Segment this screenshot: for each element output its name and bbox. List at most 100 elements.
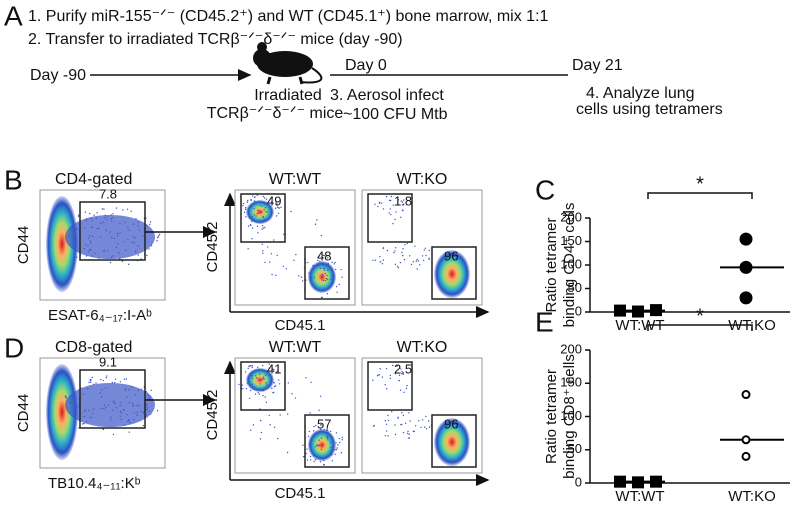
event-dot [278, 206, 280, 209]
event-dot [324, 267, 326, 270]
event-dot [268, 261, 271, 263]
gate-box [79, 369, 146, 429]
event-dot [120, 418, 122, 421]
event-dot [257, 391, 259, 394]
event-dot [277, 437, 279, 440]
event-dot [251, 195, 254, 197]
event-dot [259, 419, 262, 422]
event-dot [261, 243, 263, 245]
event-dot [425, 428, 428, 430]
event-dot [389, 208, 391, 210]
event-dot [248, 397, 251, 400]
event-dot [257, 209, 259, 212]
event-dot [327, 431, 329, 433]
event-dot [408, 437, 411, 439]
event-dot [133, 412, 135, 414]
event-dot [320, 448, 323, 451]
event-dot [101, 389, 103, 391]
event-dot [317, 444, 319, 446]
event-dot [275, 371, 278, 374]
event-dot [412, 261, 414, 263]
event-dot [246, 382, 249, 385]
event-dot [391, 410, 393, 413]
event-dot [92, 412, 94, 415]
event-dot [110, 256, 113, 258]
event-dot [127, 263, 130, 266]
event-dot [402, 254, 404, 257]
event-dot [317, 263, 319, 265]
event-dot [119, 232, 121, 234]
event-dot [142, 412, 145, 414]
significance-bracket [647, 324, 753, 331]
event-dot [243, 211, 246, 213]
event-dot [89, 379, 92, 382]
event-dot [128, 419, 130, 422]
event-dot [384, 384, 386, 386]
event-dot [315, 424, 317, 427]
density-blob [246, 200, 274, 224]
event-dot [119, 381, 122, 383]
event-dot [138, 404, 140, 407]
event-dot [146, 406, 148, 408]
event-dot [253, 208, 256, 210]
density-blob [434, 250, 470, 298]
event-dot [379, 261, 382, 263]
data-point [632, 305, 644, 318]
x-tick-label: WT:WT [615, 317, 664, 334]
event-dot [242, 388, 244, 390]
x-tick-label: WT:KO [728, 488, 776, 505]
timeline-label: ~100 CFU Mtb [343, 106, 448, 123]
event-dot [397, 267, 400, 269]
event-dot [120, 401, 123, 404]
event-dot [398, 379, 401, 382]
event-dot [100, 236, 102, 238]
event-dot [156, 409, 159, 412]
event-dot [300, 276, 303, 278]
event-dot [261, 205, 263, 208]
event-dot [251, 366, 253, 369]
event-dot [403, 203, 405, 205]
event-dot [326, 293, 329, 295]
event-dot [124, 389, 126, 391]
event-dot [76, 228, 78, 230]
event-dot [130, 210, 132, 212]
event-dot [105, 377, 107, 379]
event-dot [247, 367, 249, 370]
event-dot [313, 276, 316, 278]
event-dot [141, 235, 144, 237]
event-dot [409, 420, 411, 422]
event-dot [253, 214, 256, 216]
event-dot [72, 242, 74, 244]
event-dot [408, 433, 410, 436]
event-dot [279, 414, 281, 416]
event-dot [378, 202, 381, 204]
event-dot [405, 387, 408, 390]
event-dot [330, 278, 332, 280]
event-dot [319, 263, 321, 266]
event-dot [392, 222, 394, 225]
event-dot [318, 264, 320, 266]
step-text: 2. Transfer to irradiated TCRβ⁻ᐟ⁻δ⁻ᐟ⁻ mi… [28, 31, 403, 48]
event-dot [274, 207, 277, 209]
event-dot [374, 203, 376, 206]
event-dot [272, 392, 274, 394]
event-dot [404, 422, 407, 425]
event-dot [337, 444, 339, 446]
data-point [739, 260, 753, 274]
event-dot [267, 211, 269, 213]
event-dot [309, 279, 312, 281]
event-dot [113, 237, 115, 240]
event-dot [256, 377, 258, 379]
event-dot [262, 376, 265, 378]
event-dot [100, 407, 102, 410]
density-blob [46, 364, 78, 460]
event-dot [110, 416, 112, 418]
event-dot [427, 420, 430, 422]
panel-letter: E [535, 306, 554, 337]
event-dot [336, 447, 338, 449]
gate-box [240, 193, 286, 243]
event-dot [112, 213, 114, 215]
event-dot [123, 424, 126, 426]
event-dot [327, 262, 329, 264]
event-dot [87, 250, 90, 253]
